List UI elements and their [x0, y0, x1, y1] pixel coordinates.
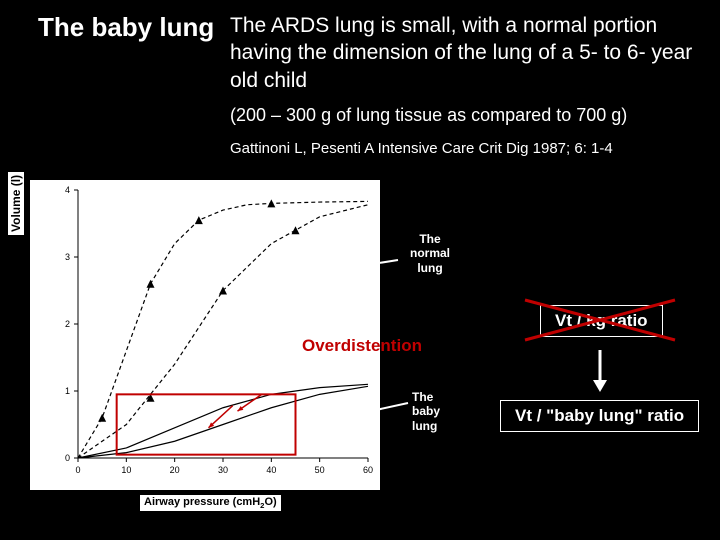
svg-text:3: 3: [65, 252, 70, 262]
normal-lung-label: The normal lung: [400, 232, 460, 275]
chart-svg: 0 10 20 30 40 50 60 0 1 2 3 4: [30, 180, 380, 490]
description-weight: (200 – 300 g of lung tissue as compared …: [230, 105, 710, 126]
svg-text:50: 50: [315, 465, 325, 475]
arrow-to-baby-curve: [345, 395, 410, 420]
svg-text:0: 0: [65, 453, 70, 463]
svg-text:1: 1: [65, 386, 70, 396]
svg-text:4: 4: [65, 185, 70, 195]
vt-kg-ratio-box: Vt / kg ratio: [540, 305, 663, 337]
svg-text:10: 10: [121, 465, 131, 475]
svg-text:0: 0: [75, 465, 80, 475]
slide-title: The baby lung: [38, 12, 214, 43]
down-arrow-icon: [590, 348, 610, 393]
svg-text:40: 40: [266, 465, 276, 475]
pressure-volume-chart: 0 10 20 30 40 50 60 0 1 2 3 4: [30, 180, 380, 490]
chart-x-axis-label: Airway pressure (cmH2O): [140, 495, 281, 511]
baby-lung-label: The baby lung: [412, 390, 462, 433]
citation-text: Gattinoni L, Pesenti A Intensive Care Cr…: [230, 140, 613, 157]
svg-text:30: 30: [218, 465, 228, 475]
overdistention-label: Overdistention: [302, 336, 422, 356]
description-main: The ARDS lung is small, with a normal po…: [230, 12, 700, 94]
svg-text:2: 2: [65, 319, 70, 329]
svg-text:60: 60: [363, 465, 373, 475]
chart-y-axis-label: Volume (l): [8, 172, 24, 235]
svg-text:20: 20: [170, 465, 180, 475]
vt-baby-lung-ratio-box: Vt / "baby lung" ratio: [500, 400, 699, 432]
arrow-to-normal-curve: [330, 255, 400, 275]
